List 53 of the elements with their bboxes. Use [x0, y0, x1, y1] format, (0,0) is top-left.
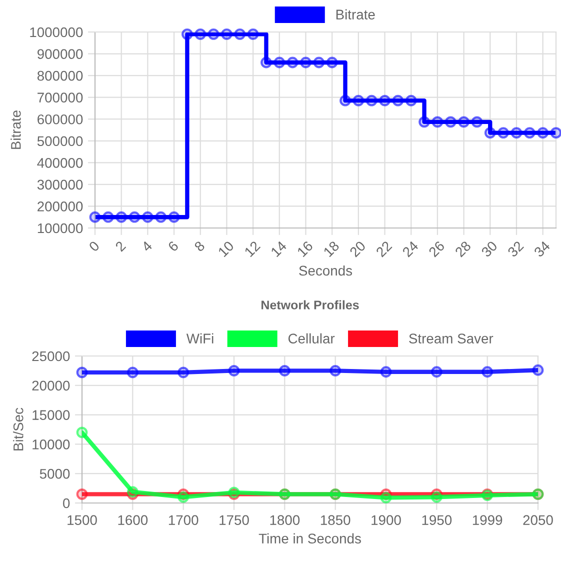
- x-tick-label: 1900: [372, 515, 401, 526]
- y-tick-label: 5000: [40, 468, 70, 479]
- y-tick-label: 20000: [32, 380, 70, 391]
- x-tick-label: 22: [375, 240, 392, 258]
- x-tick-label: 0: [88, 240, 100, 252]
- y-axis-title: Bit/Sec: [13, 408, 24, 450]
- chart-title: Network Profiles: [262, 300, 359, 310]
- x-tick-label: 1800: [270, 515, 300, 526]
- y-tick-label: 0: [63, 498, 70, 508]
- y-tick-label: 900000: [38, 49, 83, 59]
- x-tick-label: 20: [349, 240, 366, 258]
- x-tick-label: 14: [270, 240, 288, 258]
- x-tick-label: 1600: [118, 515, 148, 526]
- x-tick-label: 10: [218, 240, 234, 258]
- x-tick-label: 28: [454, 240, 472, 258]
- x-axis-title: Seconds: [299, 265, 352, 276]
- x-tick-label: 8: [194, 240, 206, 252]
- x-tick-label: 1950: [422, 515, 452, 526]
- x-tick-label: 1750: [220, 515, 249, 526]
- x-tick-label: 24: [402, 240, 419, 258]
- y-tick-label: 15000: [32, 410, 70, 420]
- x-tick-label: 32: [507, 240, 524, 258]
- legend-label: Stream Saver: [409, 334, 494, 344]
- x-axis-title: Time in Seconds: [258, 533, 361, 544]
- legend-label: Bitrate: [336, 9, 375, 20]
- y-tick-label: 100000: [38, 223, 83, 234]
- x-tick-label: 4: [140, 240, 153, 252]
- y-tick-label: 800000: [37, 70, 83, 81]
- x-tick-label: 1500: [68, 515, 97, 526]
- y-tick-label: 10000: [32, 440, 70, 450]
- y-tick-label: 25000: [32, 351, 70, 362]
- x-tick-label: 6: [167, 240, 179, 252]
- legend-label: Cellular: [288, 333, 335, 344]
- y-tick-label: 300000: [37, 180, 83, 190]
- x-tick-label: 1850: [320, 515, 350, 526]
- y-tick-label: 500000: [37, 136, 83, 146]
- x-tick-label: 1700: [168, 515, 198, 526]
- x-tick-label: 12: [244, 240, 261, 258]
- y-tick-label: 1000000: [30, 27, 83, 38]
- y-axis-title: Bitrate: [10, 110, 21, 149]
- x-tick-label: 2: [114, 240, 126, 252]
- x-tick-label: 26: [428, 240, 446, 258]
- x-tick-label: 30: [480, 240, 498, 258]
- y-tick-label: 200000: [38, 202, 83, 212]
- y-tick-label: 400000: [37, 158, 83, 168]
- y-tick-label: 700000: [38, 92, 83, 103]
- x-tick-label: 18: [323, 240, 340, 258]
- y-tick-label: 600000: [38, 114, 83, 124]
- x-tick-label: 34: [533, 240, 551, 258]
- x-tick-label: 16: [296, 240, 314, 258]
- x-tick-label: 1999: [472, 515, 502, 526]
- x-tick-label: 2050: [523, 515, 553, 526]
- legend-label: WiFi: [186, 333, 214, 344]
